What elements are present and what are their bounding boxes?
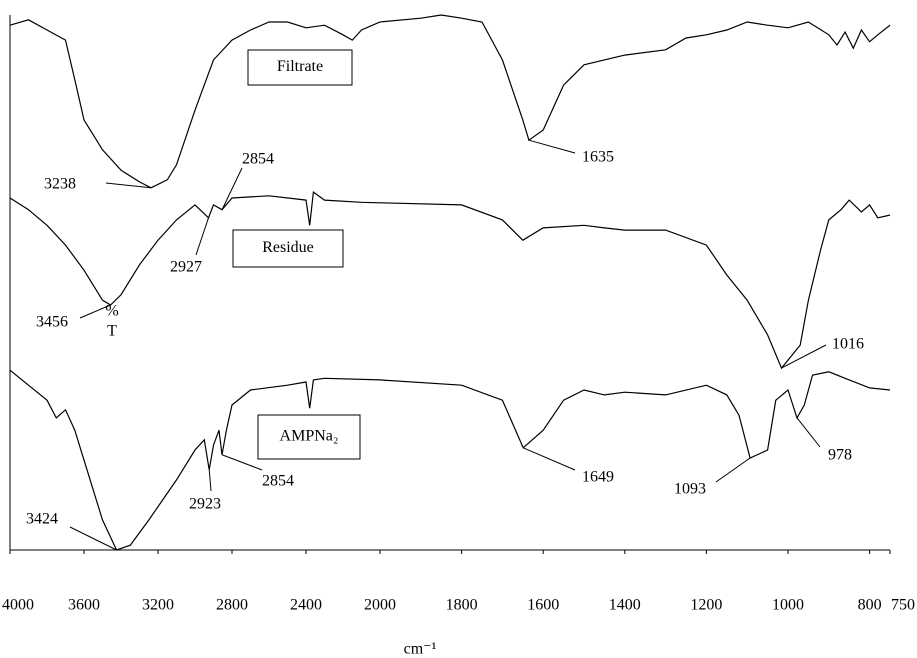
peak-label: 1635: [582, 149, 614, 166]
spectrum-line: [9, 191, 891, 370]
series-label: Filtrate: [277, 58, 323, 75]
x-tick-label: 1800: [446, 597, 478, 614]
series-label: Residue: [262, 239, 314, 256]
x-tick-label: 1200: [690, 597, 722, 614]
series-label-box: [247, 49, 353, 86]
spectrum-line: [9, 369, 891, 551]
x-tick-label: 3600: [68, 597, 100, 614]
leader-line: [195, 217, 209, 256]
peak-label: 978: [828, 447, 852, 464]
peak-label: 1016: [832, 336, 864, 353]
x-tick-label: 2000: [364, 597, 396, 614]
peak-label: 3238: [44, 176, 76, 193]
leader-line: [208, 469, 212, 492]
leader-line: [105, 182, 152, 189]
peak-label: 2927: [170, 259, 202, 276]
leader-line: [69, 526, 117, 551]
x-tick-label: 2800: [216, 597, 248, 614]
x-axis-label: cm⁻¹: [404, 641, 437, 658]
leader-line: [528, 139, 576, 154]
x-tick-label: 4000: [2, 597, 34, 614]
y-axis-label: %: [105, 303, 118, 320]
peak-label: 1649: [582, 469, 614, 486]
x-tick-label: 750: [891, 597, 915, 614]
series-label: AMPNa₂: [280, 428, 339, 445]
x-tick-label: 1600: [527, 597, 559, 614]
leader-line: [221, 167, 243, 210]
series-label-box: [232, 229, 344, 268]
peak-label: 3456: [36, 314, 68, 331]
series-label-box: [257, 414, 361, 460]
leader-line: [221, 454, 263, 471]
peak-label: 2854: [242, 151, 274, 168]
x-tick-label: 1000: [772, 597, 804, 614]
leader-line: [79, 304, 111, 319]
x-tick-label: 1400: [609, 597, 641, 614]
x-tick-label: 3200: [142, 597, 174, 614]
leader-line: [781, 344, 827, 369]
y-axis-label: T: [107, 323, 117, 340]
peak-label: 2854: [262, 473, 294, 490]
x-tick-label: 2400: [290, 597, 322, 614]
peak-label: 2923: [189, 496, 221, 513]
x-tick-label: 800: [858, 597, 882, 614]
peak-label: 3424: [26, 511, 58, 528]
peak-label: 1093: [674, 481, 706, 498]
leader-line: [796, 417, 821, 448]
spectrum-line: [9, 14, 891, 189]
leader-line: [715, 457, 751, 483]
leader-line: [523, 447, 576, 471]
